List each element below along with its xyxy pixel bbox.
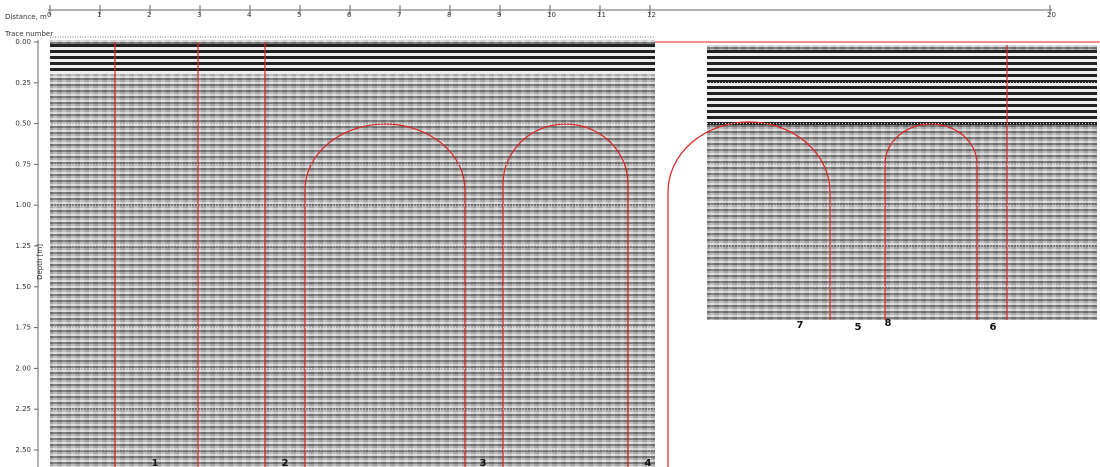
depth-tick-label: 2.50 — [15, 446, 31, 454]
marker-label: 8 — [885, 318, 892, 329]
surface-band — [50, 44, 655, 74]
red-arch — [502, 123, 629, 467]
distance-tick-label: 7 — [397, 11, 401, 19]
red-arch — [667, 121, 831, 467]
distance-tick-label: 3 — [197, 11, 201, 19]
marker-label: 4 — [645, 458, 652, 467]
depth-tick-label: 1.00 — [15, 201, 31, 209]
distance-tick-label: 1 — [97, 11, 101, 19]
radargram-left — [50, 40, 655, 467]
marker-label: 1 — [152, 458, 159, 467]
distance-tick-label: 0 — [47, 11, 51, 19]
depth-tick-label: 2.00 — [15, 364, 31, 372]
depth-tick-label: 1.25 — [15, 242, 31, 250]
marker-label: 3 — [480, 458, 487, 467]
distance-label: Distance, m — [5, 13, 47, 21]
distance-tick-label: 9 — [497, 11, 501, 19]
marker-label: 6 — [990, 322, 997, 333]
distance-tick-label: 12 — [647, 11, 656, 19]
depth-tick-label: 1.50 — [15, 283, 31, 291]
marker-label: 5 — [855, 322, 862, 333]
red-arch — [884, 123, 978, 320]
marker-label: 2 — [282, 458, 289, 467]
marker-label: 7 — [797, 320, 804, 331]
depth-tick-label: 0.50 — [15, 120, 31, 128]
depth-tick-label: 0.00 — [15, 38, 31, 46]
generated: 0 1 2 3 4 5 6 7 8 9 10 11 12 200.000.250.500.751.001.… — [15, 5, 1097, 467]
trace-label: Trace number — [4, 30, 53, 38]
depth-tick-label: 2.25 — [15, 405, 31, 413]
distance-tick-label: 6 — [347, 11, 352, 19]
distance-tick-label: 2 — [147, 11, 151, 19]
surface-band — [707, 50, 1097, 125]
depth-tick-label: 1.75 — [15, 324, 31, 332]
depth-tick-label: 0.25 — [15, 79, 31, 87]
distance-tick-label: 4 — [247, 11, 252, 19]
distance-tick-label: 5 — [297, 11, 301, 19]
distance-tick-label: 20 — [1047, 11, 1056, 19]
red-arch — [304, 123, 466, 467]
distance-tick-label: 8 — [447, 11, 451, 19]
distance-tick-label: 11 — [597, 11, 606, 19]
distance-tick-label: 10 — [547, 11, 556, 19]
depth-tick-label: 0.75 — [15, 160, 31, 168]
depth-label: Depth [m] — [36, 244, 44, 280]
red-overlays — [114, 42, 1008, 467]
